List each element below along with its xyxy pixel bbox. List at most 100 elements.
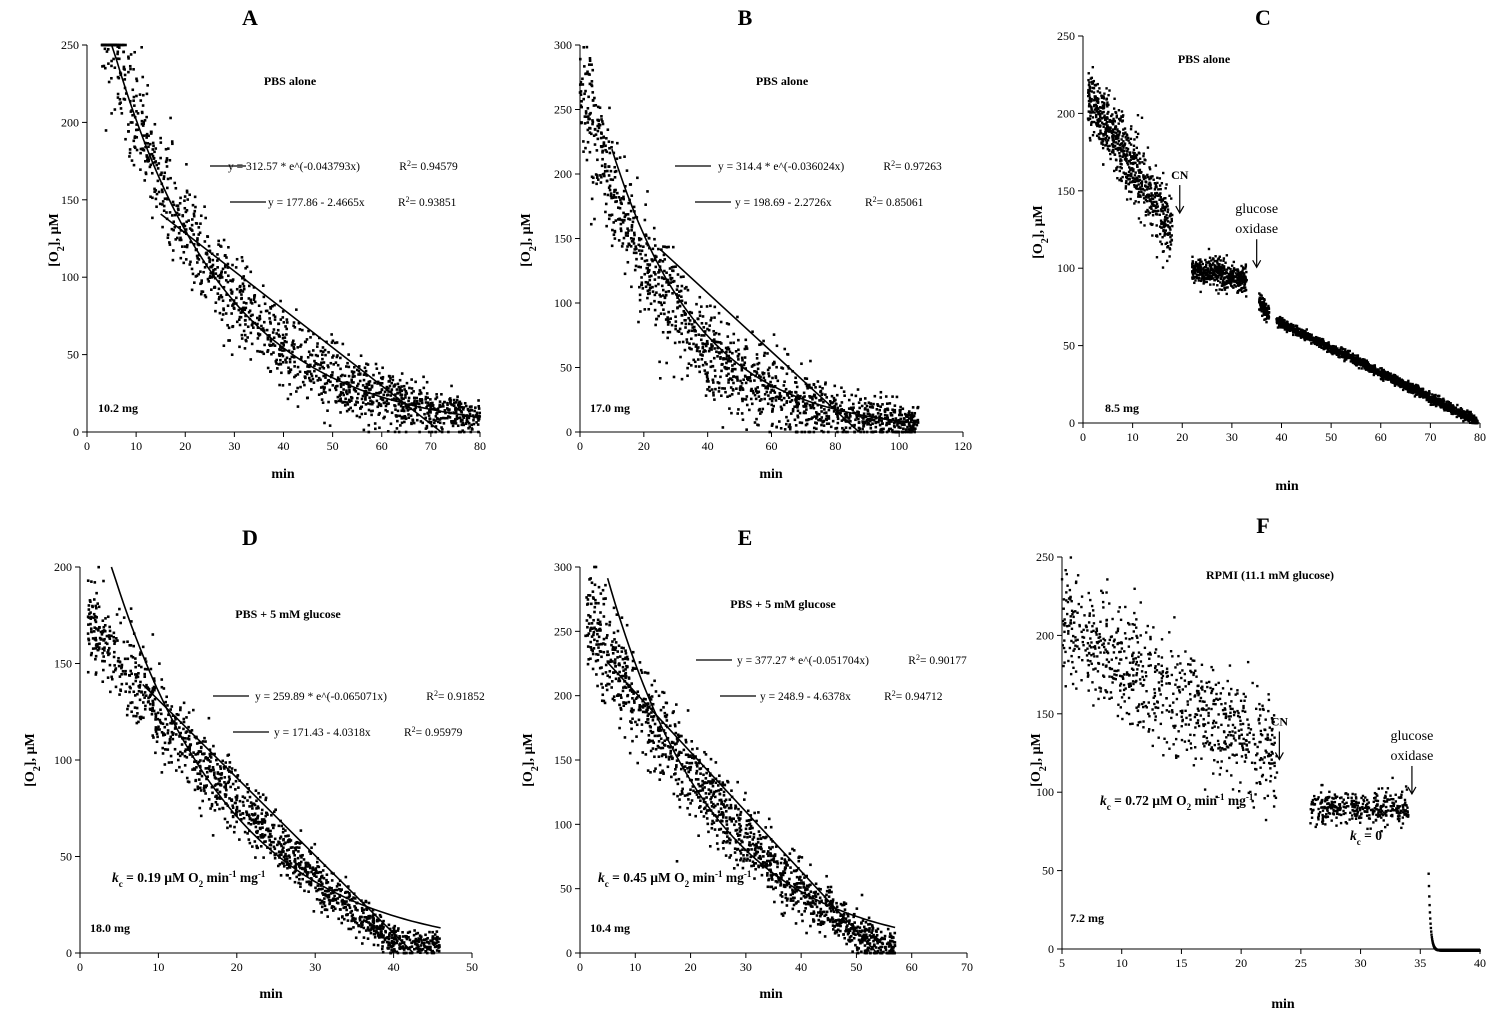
data-point	[208, 276, 212, 279]
data-point	[246, 325, 250, 329]
data-point	[355, 368, 359, 372]
data-point	[804, 423, 808, 427]
data-point	[328, 424, 332, 427]
data-point	[1162, 221, 1165, 225]
data-point	[643, 218, 647, 222]
scatter-points	[100, 43, 482, 434]
data-point	[113, 108, 117, 111]
data-point	[394, 414, 398, 417]
data-point	[1162, 197, 1166, 200]
data-point	[1135, 176, 1139, 179]
data-point	[856, 388, 860, 391]
data-point	[680, 332, 683, 336]
data-point	[1158, 177, 1162, 180]
data-point	[584, 89, 587, 93]
data-point	[1116, 129, 1119, 133]
data-point	[111, 43, 115, 47]
data-point	[472, 418, 475, 422]
data-point	[316, 379, 320, 382]
data-point	[740, 412, 744, 415]
data-point	[1128, 181, 1132, 184]
data-point	[400, 372, 404, 375]
data-point	[1150, 205, 1153, 208]
data-point	[1115, 114, 1119, 117]
data-point	[725, 361, 728, 365]
data-point	[1155, 210, 1159, 213]
data-point	[906, 425, 909, 429]
data-point	[647, 263, 651, 267]
data-point	[195, 222, 199, 225]
data-point	[885, 402, 889, 405]
data-point	[1161, 203, 1164, 206]
data-point	[737, 338, 740, 342]
data-point	[435, 396, 439, 399]
data-point	[678, 327, 682, 331]
data-point	[775, 365, 778, 369]
data-point	[770, 403, 773, 407]
data-point	[907, 417, 911, 420]
data-point	[477, 404, 481, 408]
data-point	[679, 275, 683, 279]
data-point	[633, 233, 636, 237]
data-point	[750, 402, 754, 406]
data-point	[398, 414, 402, 418]
data-point	[1129, 158, 1132, 161]
data-point	[1204, 268, 1208, 272]
data-point	[1102, 134, 1105, 137]
data-point	[590, 132, 593, 136]
data-point	[712, 391, 715, 394]
data-point	[592, 104, 596, 107]
data-point	[824, 417, 828, 421]
data-point	[1244, 265, 1248, 268]
data-point	[328, 388, 332, 392]
data-point	[214, 272, 218, 275]
data-point	[1102, 106, 1105, 110]
data-point	[702, 334, 706, 337]
data-point	[891, 428, 894, 432]
data-point	[381, 375, 385, 379]
data-point	[1165, 218, 1168, 221]
data-point	[454, 408, 457, 411]
data-point	[330, 333, 333, 336]
data-point	[659, 258, 662, 262]
data-point	[377, 413, 381, 416]
data-point	[346, 403, 350, 406]
data-point	[736, 315, 739, 319]
data-point	[733, 362, 736, 366]
data-point	[1162, 212, 1165, 215]
data-point	[1091, 65, 1095, 69]
data-point	[1126, 150, 1129, 153]
data-point	[705, 375, 709, 379]
data-point	[688, 319, 692, 322]
data-point	[266, 336, 270, 340]
data-point	[788, 390, 791, 393]
data-point	[1170, 219, 1174, 223]
data-point	[250, 323, 254, 327]
data-point	[676, 284, 679, 288]
data-point	[626, 234, 629, 237]
data-point	[753, 421, 757, 424]
data-point	[778, 420, 781, 423]
data-point	[723, 387, 726, 390]
data-point	[664, 318, 668, 321]
data-point	[325, 381, 329, 385]
data-point	[147, 134, 150, 138]
data-point	[885, 421, 889, 425]
data-point	[1285, 330, 1289, 334]
data-point	[268, 320, 272, 324]
data-point	[1093, 95, 1096, 98]
data-point	[737, 358, 740, 361]
data-point	[219, 294, 223, 297]
data-point	[1207, 247, 1211, 251]
data-point	[353, 375, 356, 378]
data-point	[229, 288, 233, 292]
data-point	[1136, 165, 1139, 168]
data-point	[1105, 134, 1109, 138]
data-point	[1096, 90, 1100, 93]
data-point	[612, 233, 616, 237]
data-point	[672, 375, 676, 379]
data-point	[1191, 270, 1194, 273]
data-point	[763, 393, 767, 396]
data-point	[446, 403, 449, 407]
data-point	[1116, 142, 1119, 145]
